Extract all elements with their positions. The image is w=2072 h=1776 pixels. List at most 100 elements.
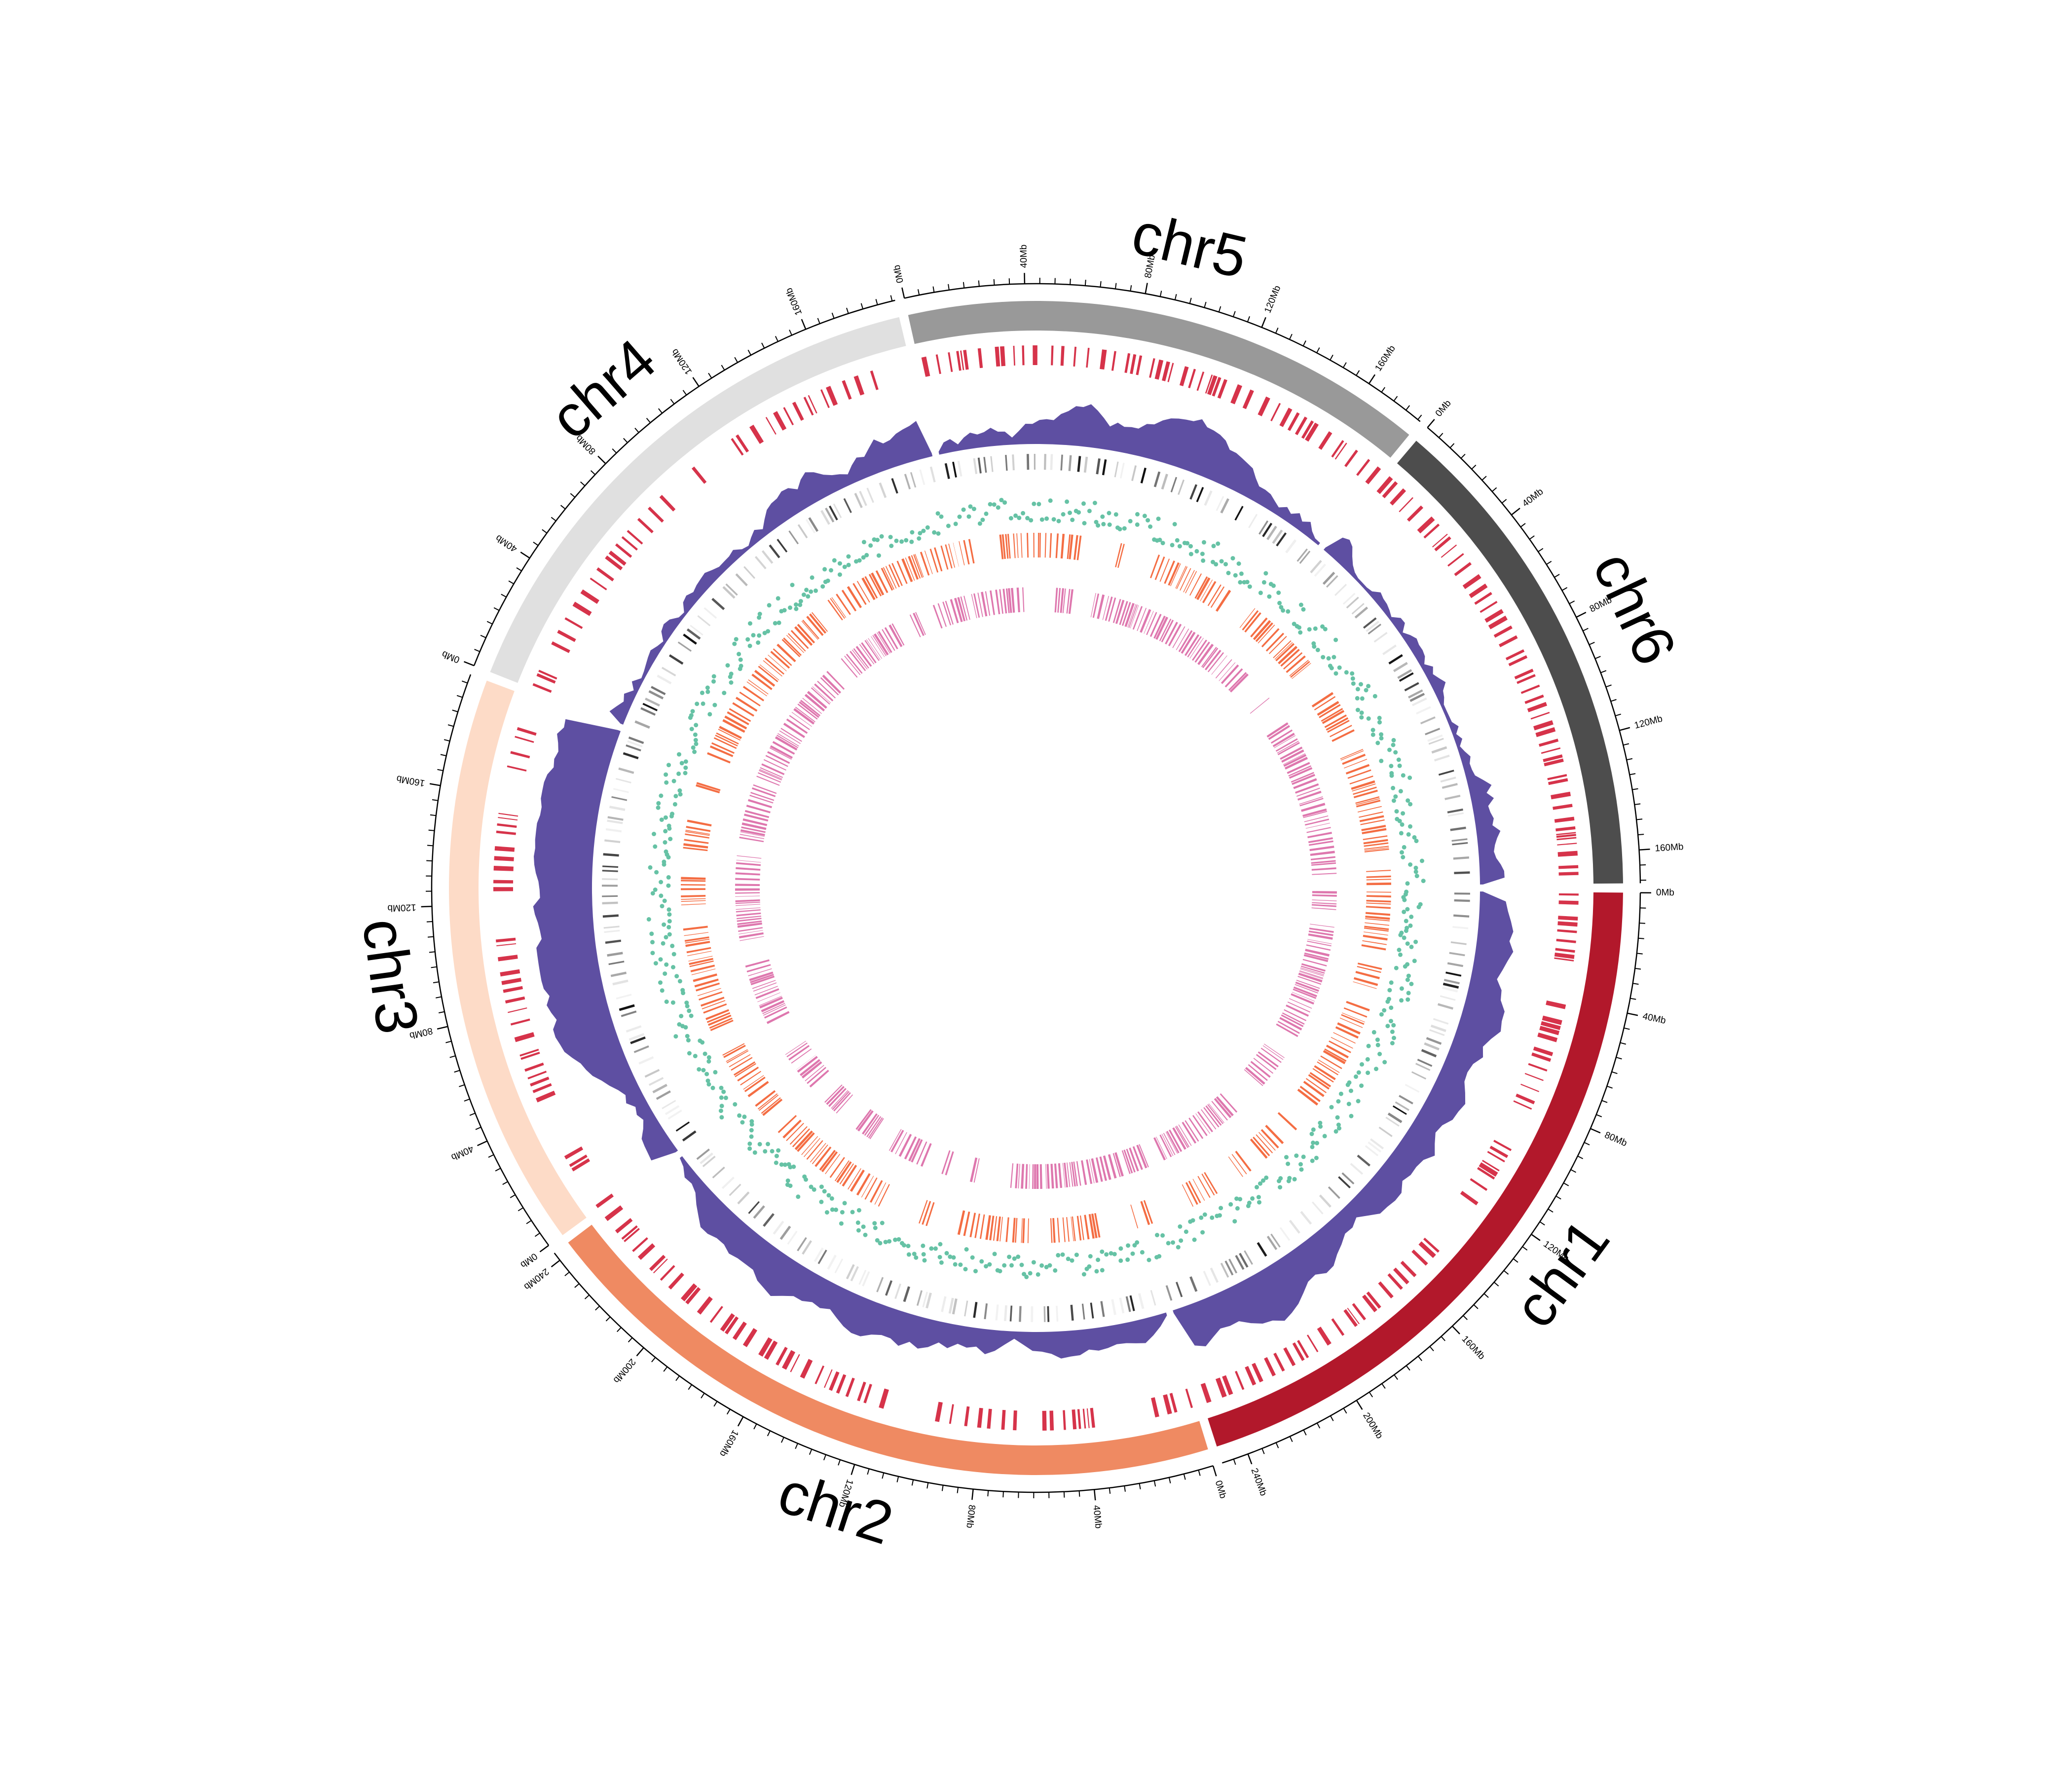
pink-segments-segment (1140, 609, 1151, 633)
orange-segments-segment (761, 1097, 781, 1114)
gray-heatmap-cell (721, 1176, 735, 1189)
green-points-point (1232, 1219, 1237, 1224)
orange-segments-segment (915, 554, 924, 578)
green-points-point (697, 1067, 702, 1072)
red-segments-segment (783, 407, 794, 426)
pink-segments-segment (1302, 959, 1327, 967)
green-points-point (1379, 736, 1384, 740)
minor-tick (1632, 983, 1639, 985)
pink-segments-segment (738, 927, 763, 932)
gray-heatmap-cell (1070, 1304, 1074, 1321)
orange-segments-segment (788, 633, 806, 652)
gray-heatmap-cell (834, 1258, 844, 1273)
gray-heatmap-cell (1411, 1071, 1427, 1080)
orange-segments-segment (1052, 1218, 1056, 1243)
orange-segments-segment (1317, 1061, 1338, 1075)
green-points-point (1154, 1255, 1159, 1259)
minor-tick (526, 1220, 532, 1224)
minor-tick (1100, 281, 1102, 288)
tick-label: 240Mb (1249, 1467, 1268, 1497)
gray-heatmap-cell (610, 971, 627, 977)
pink-segments-segment (775, 736, 798, 751)
gray-heatmap-cell (1050, 454, 1053, 470)
green-points-point (1068, 511, 1072, 515)
green-points-point (650, 891, 655, 896)
orange-segments-segment (922, 1201, 931, 1225)
green-points-track (646, 498, 1426, 1279)
green-points-point (757, 633, 762, 638)
gray-heatmap-cell (645, 698, 660, 707)
orange-segments-segment (762, 1098, 783, 1116)
pink-segments-segment (1221, 664, 1239, 684)
green-points-point (1365, 1057, 1370, 1062)
red-segments-segment (1169, 1393, 1178, 1413)
pink-segments-segment (737, 915, 762, 920)
green-points-point (689, 713, 694, 718)
green-points-point (832, 558, 837, 563)
green-points-point (683, 771, 688, 776)
pink-segments-segment (736, 862, 761, 866)
orange-segments-segment (705, 1009, 730, 1020)
green-points-point (785, 1183, 790, 1187)
pink-segments-segment (735, 899, 760, 902)
green-points-point (673, 794, 678, 799)
pink-segments-segment (1284, 1009, 1307, 1021)
red-segments-segment (494, 846, 515, 852)
red-segments-segment (510, 1018, 530, 1026)
gray-heatmap-cell (729, 1184, 741, 1196)
tick-label: 120Mb (1633, 713, 1664, 731)
gray-heatmap-cell (1450, 826, 1466, 831)
green-points-point (1070, 518, 1075, 522)
red-segments-segment (964, 1406, 970, 1427)
minor-tick (1289, 333, 1293, 340)
red-segments-segment (824, 1369, 833, 1388)
pink-segments-segment (780, 728, 802, 742)
pink-segments-segment (1312, 902, 1337, 905)
green-points-point (1294, 1153, 1299, 1158)
orange-segments-segment (1149, 555, 1160, 579)
green-points-point (695, 702, 700, 706)
orange-segments-segment (850, 1169, 865, 1192)
orange-segments-segment (881, 567, 893, 591)
red-segments-segment (792, 402, 804, 421)
minor-tick (1008, 278, 1010, 285)
minor-tick (1594, 656, 1601, 659)
orange-segments-segment (759, 664, 779, 681)
green-points-point (1171, 1240, 1175, 1245)
gray-heatmap-cell (1447, 962, 1464, 967)
minor-tick (617, 1327, 622, 1332)
red-segments-segment (1149, 358, 1155, 378)
orange-segments-segment (1066, 1217, 1070, 1242)
green-points-point (918, 531, 923, 536)
minor-tick (1548, 1208, 1554, 1213)
green-points-point (1298, 1162, 1303, 1167)
green-points-point (1382, 1060, 1387, 1065)
gray-heatmap-cell (1408, 689, 1423, 699)
orange-segments-segment (768, 655, 787, 671)
green-points-point (1100, 1249, 1105, 1254)
green-points-point (1286, 1179, 1291, 1184)
orange-segments-segment (1159, 558, 1170, 582)
green-points-point (946, 523, 951, 528)
green-points-point (889, 544, 894, 548)
red-segments-segment (732, 1321, 747, 1340)
green-points-point (1228, 1202, 1233, 1207)
green-points-point (825, 578, 830, 583)
green-points-point (1178, 1224, 1183, 1229)
gray-heatmap-cell (941, 1296, 947, 1312)
red-segments-segment (1469, 583, 1488, 598)
red-segments-segment (1387, 1273, 1403, 1290)
pink-segments-segment (1194, 641, 1210, 663)
red-segments-segment (532, 1083, 552, 1093)
orange-segments-segment (812, 612, 828, 632)
orange-segments-segment (685, 941, 710, 947)
green-points-point (1012, 1256, 1017, 1261)
red-segments-segment (1393, 1267, 1409, 1285)
minor-tick (1183, 1474, 1186, 1480)
red-segments-segment (493, 887, 514, 891)
green-points-point (1359, 1083, 1364, 1088)
green-points-point (1135, 522, 1140, 527)
gray-heatmap-cell (754, 555, 767, 570)
red-segments-segment (1072, 1409, 1077, 1430)
red-segments-segment (1185, 1388, 1193, 1408)
